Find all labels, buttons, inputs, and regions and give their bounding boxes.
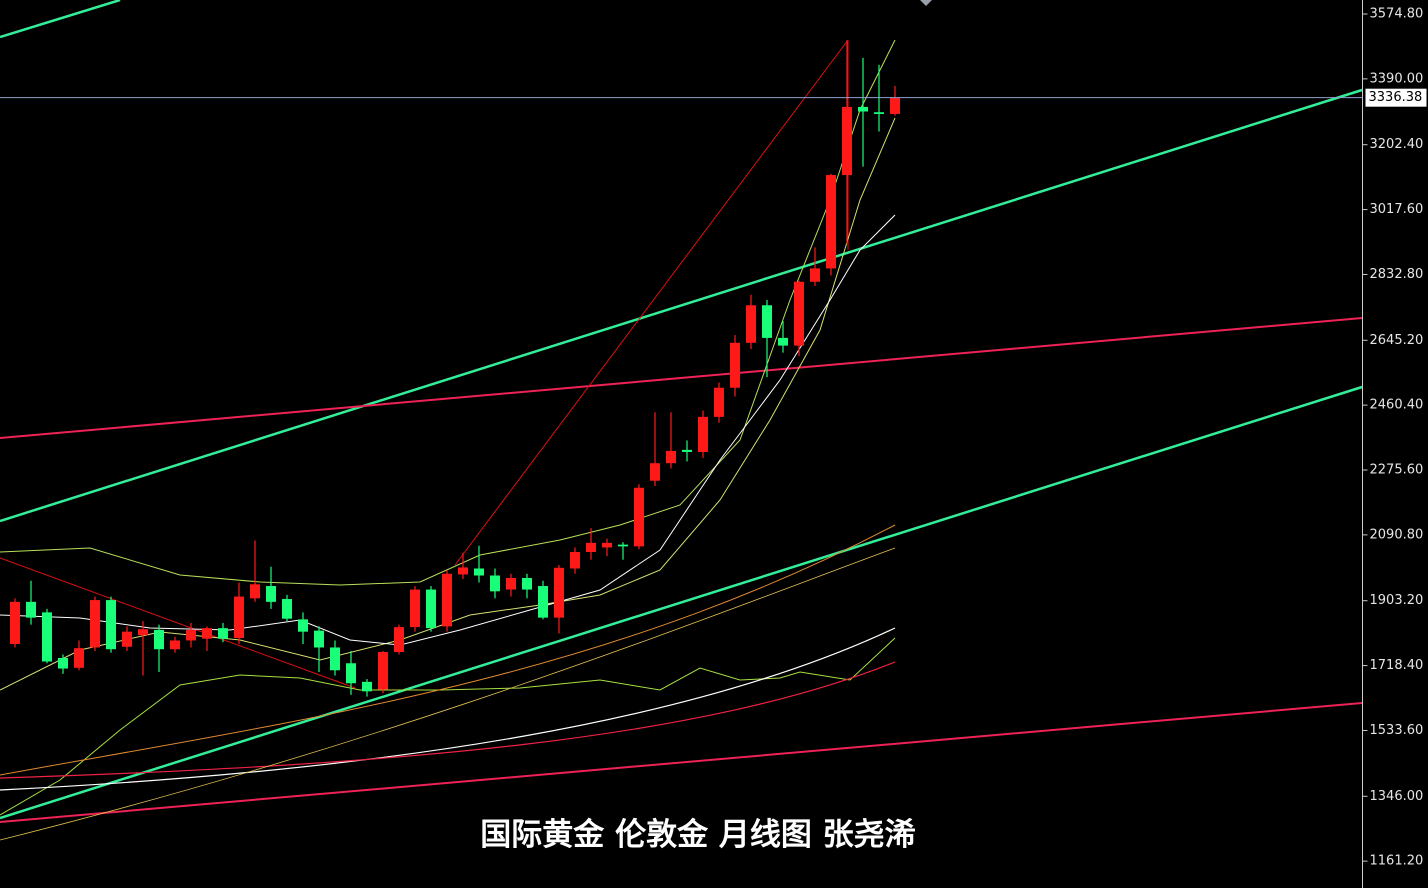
average-line: [0, 524, 896, 776]
last-price-label: 3336.38: [1369, 90, 1423, 105]
trend-line: [0, 385, 1363, 820]
candle-body: [714, 387, 724, 417]
candle-body: [810, 268, 820, 282]
candle-body: [890, 97, 900, 114]
candle-body: [602, 542, 612, 548]
candle-body: [778, 337, 788, 346]
y-tick-label: 1903.20: [1370, 593, 1424, 608]
candle-body: [762, 305, 772, 338]
drawing-tools: [0, 0, 1363, 841]
candle-body: [298, 619, 308, 632]
candle-body: [218, 628, 228, 639]
candle-body: [106, 600, 116, 650]
candle-body: [522, 577, 532, 590]
candle-body: [538, 586, 548, 618]
band-line: [0, 39, 896, 586]
candle-body: [666, 450, 676, 464]
y-tick-label: 2275.60: [1370, 463, 1424, 478]
trend-line: [0, 702, 1363, 823]
candle-body: [74, 648, 84, 668]
candle-body: [634, 487, 644, 547]
candle-body: [858, 106, 868, 112]
candle-body: [138, 629, 148, 636]
candle-body: [10, 601, 20, 644]
candles: [10, 40, 900, 697]
y-tick-label: 2090.80: [1370, 527, 1424, 542]
candle-body: [410, 589, 420, 628]
y-tick-label: 3574.80: [1370, 7, 1424, 22]
y-tick-label: 3202.40: [1370, 137, 1424, 152]
y-tick-label: 2460.40: [1370, 398, 1424, 413]
candle-body: [698, 416, 708, 452]
y-tick-label: 1718.40: [1370, 658, 1424, 673]
candle-body: [90, 600, 100, 648]
candle-body: [362, 681, 372, 692]
band-line: [0, 637, 896, 816]
y-tick-label: 2645.20: [1370, 333, 1424, 348]
candle-body: [842, 106, 852, 176]
candle-body: [154, 629, 164, 650]
candle-body: [554, 567, 564, 618]
candle-body: [490, 575, 500, 592]
y-tick-label: 3017.60: [1370, 202, 1424, 217]
candle-body: [250, 584, 260, 599]
candle-body: [458, 567, 468, 575]
y-tick-label: 1161.20: [1370, 854, 1424, 869]
candle-body: [618, 544, 628, 547]
candle-body: [682, 449, 692, 452]
candle-body: [58, 657, 68, 669]
candle-body: [746, 305, 756, 343]
candle-body: [346, 663, 356, 684]
candle-body: [330, 647, 340, 671]
candle-body: [282, 599, 292, 619]
candle-body: [442, 573, 452, 627]
candle-body: [266, 586, 276, 602]
marker: [920, 0, 932, 6]
average-line: [0, 661, 896, 779]
trend-line: [0, 0, 121, 39]
trend-line: [0, 557, 356, 689]
candle-body: [234, 596, 244, 638]
candle-body: [474, 568, 484, 576]
y-tick-label: 1346.00: [1370, 789, 1424, 804]
average-line: [0, 547, 896, 841]
candle-body: [570, 551, 580, 569]
candle-body: [426, 589, 436, 629]
candle-body: [42, 612, 52, 662]
candle-body: [26, 601, 36, 618]
trend-line: [0, 317, 1363, 439]
chart-title: 国际黄金 伦敦金 月线图 张尧浠: [480, 817, 915, 853]
candle-body: [170, 640, 180, 650]
trend-line: [0, 88, 1363, 523]
candle-body: [506, 577, 516, 590]
candle-body: [586, 542, 596, 552]
candle-body: [314, 630, 324, 648]
candle-body: [122, 631, 132, 647]
trend-line: [454, 39, 849, 566]
candle-body: [394, 627, 404, 653]
candle-body: [730, 342, 740, 388]
candle-body: [202, 628, 212, 639]
average-line: [0, 627, 896, 791]
candle-body: [378, 652, 388, 690]
y-tick-label: 3390.00: [1370, 71, 1424, 86]
candle-body: [650, 463, 660, 481]
candle-body: [794, 281, 804, 346]
candle-body: [874, 112, 884, 114]
y-tick-label: 1533.60: [1370, 723, 1424, 738]
y-tick-label: 2832.80: [1370, 267, 1424, 282]
candle-body: [826, 175, 836, 269]
band-line: [0, 214, 896, 646]
candle-body: [186, 629, 196, 641]
last-price-box: [1365, 88, 1427, 107]
